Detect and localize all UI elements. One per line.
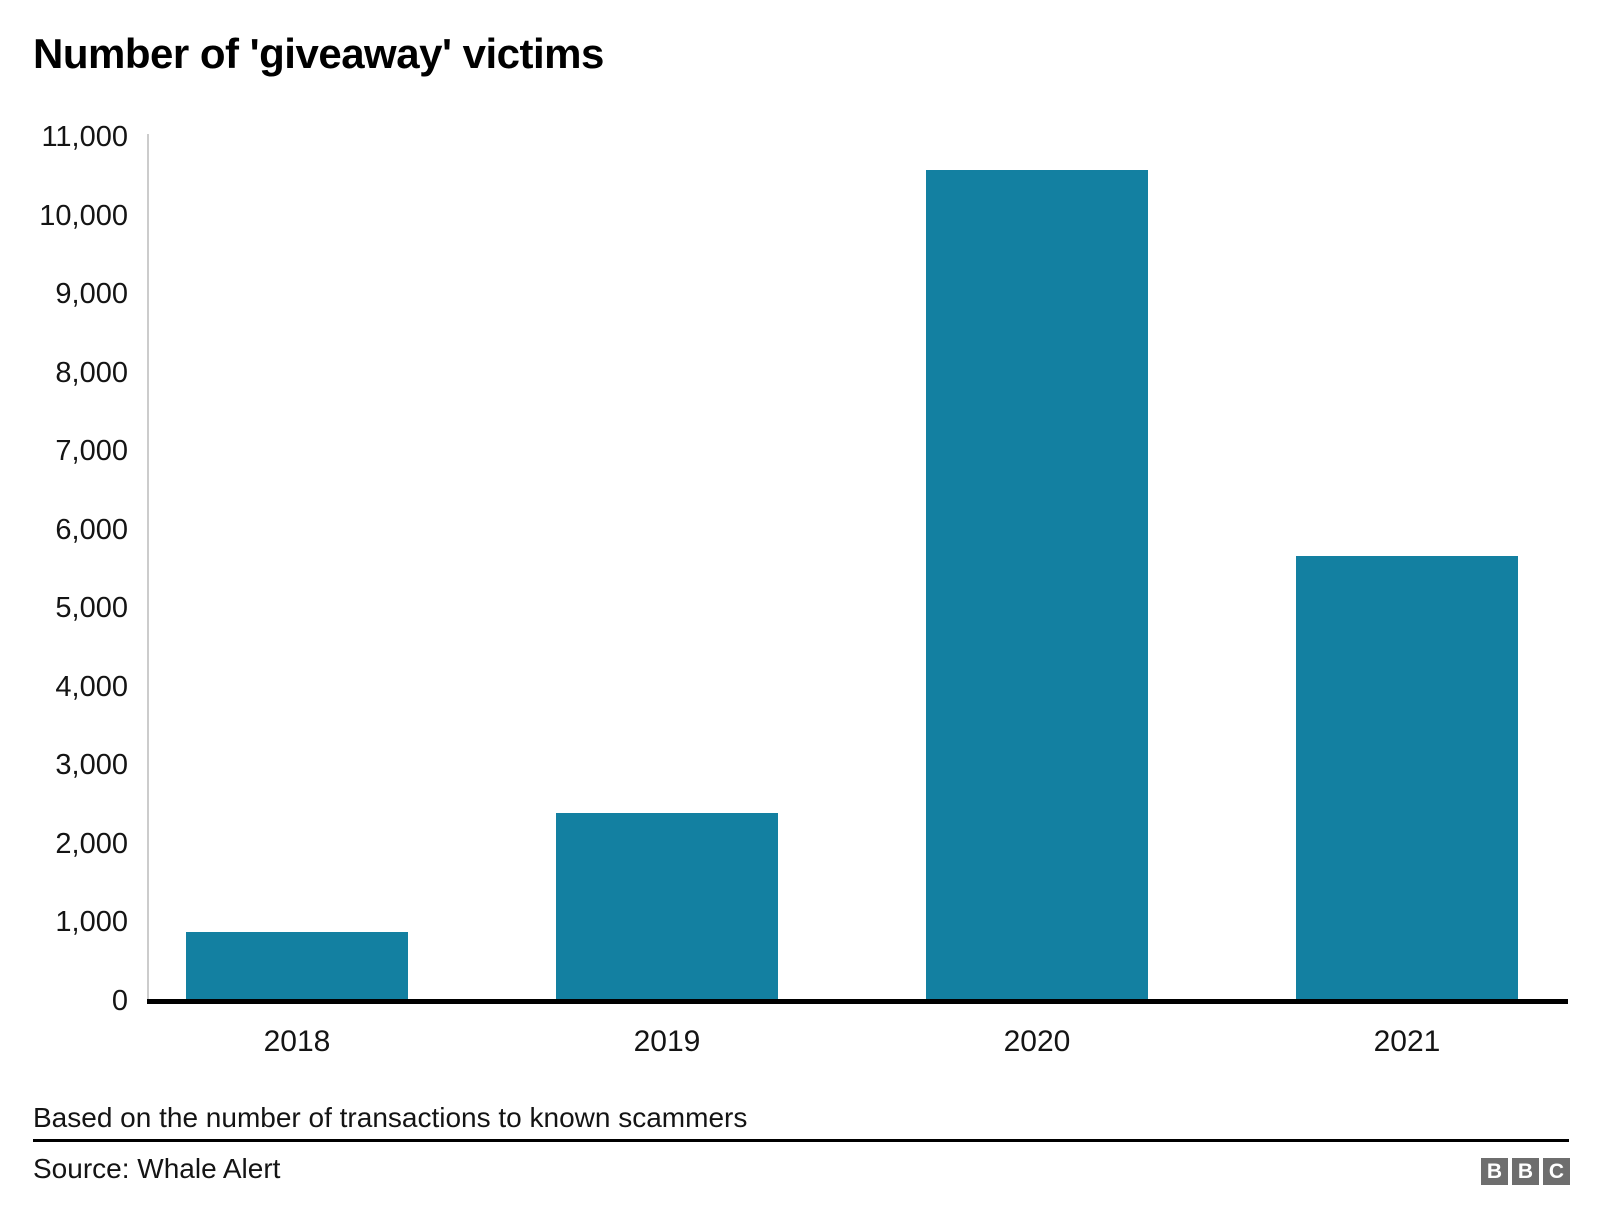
bar-2019 (556, 812, 778, 1001)
y-tick-label: 11,000 (41, 121, 128, 153)
x-tick-label-2021: 2021 (1373, 1025, 1441, 1058)
x-axis-line (147, 999, 1568, 1004)
bbc-logo-letter: B (1481, 1158, 1508, 1185)
bbc-logo-letter: C (1543, 1158, 1570, 1185)
bbc-logo-letter: B (1512, 1158, 1539, 1185)
y-tick-label: 9,000 (55, 278, 128, 311)
y-tick-label: 10,000 (39, 199, 128, 232)
y-tick-label: 6,000 (55, 513, 128, 546)
y-axis-line (147, 134, 149, 1001)
x-tick-label-2018: 2018 (263, 1025, 331, 1058)
bar-2021 (1296, 555, 1518, 1001)
bar-2018 (186, 931, 408, 1001)
plot-area: 0 1,000 2,000 3,000 4,000 5,000 6,000 7,000 8,00… (39, 122, 1568, 1058)
y-tick-label: 7,000 (55, 435, 128, 468)
divider-line (33, 1139, 1569, 1142)
x-tick-label-2019: 2019 (633, 1025, 701, 1058)
y-tick-label: 1,000 (55, 906, 128, 939)
source-label: Source: Whale Alert (33, 1153, 281, 1184)
y-tick-label: 0 (111, 985, 128, 1017)
footnote: Based on the number of transactions to k… (33, 1102, 748, 1133)
y-tick-label: 8,000 (55, 356, 128, 389)
chart-title: Number of 'giveaway' victims (33, 30, 604, 77)
x-tick-label-2020: 2020 (1003, 1025, 1071, 1058)
y-tick-label: 2,000 (55, 827, 128, 860)
y-tick-label: 4,000 (55, 670, 128, 703)
y-tick-label: 3,000 (55, 749, 128, 782)
bar-2020 (926, 170, 1148, 1001)
y-tick-label: 5,000 (55, 592, 128, 625)
